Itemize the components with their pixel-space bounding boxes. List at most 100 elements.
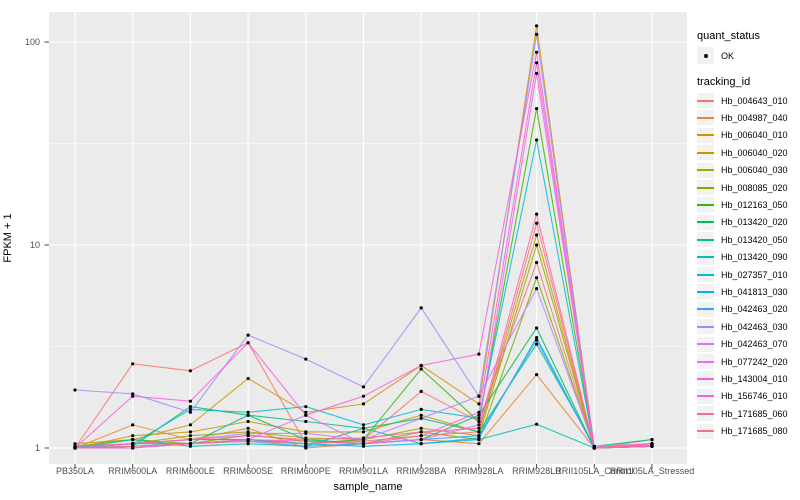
plot-panel (44, 12, 687, 469)
data-point (304, 357, 308, 361)
legend-label: Hb_171685_060 (721, 408, 788, 419)
data-point (419, 389, 423, 393)
legend-item-Hb_077242_020: Hb_077242_020 (697, 353, 788, 370)
data-point (73, 446, 77, 450)
legend-key-box (697, 267, 714, 282)
data-point (535, 287, 539, 291)
legend-key-box (697, 47, 714, 64)
data-point (650, 438, 654, 442)
data-point (304, 442, 308, 446)
legend-label: Hb_143004_010 (721, 373, 788, 384)
data-point (246, 341, 250, 345)
legend-line-swatch (697, 186, 714, 189)
data-point (477, 416, 481, 420)
legend-key-box (697, 162, 714, 178)
data-point (477, 434, 481, 438)
data-point (361, 439, 366, 443)
data-point (361, 402, 366, 406)
legend-label: Hb_156746_010 (721, 391, 788, 402)
legend-label: Hb_006040_020 (721, 147, 788, 158)
data-point (246, 419, 250, 424)
data-point (650, 443, 654, 447)
legend-line-swatch (697, 308, 714, 311)
legend-key-box (697, 180, 714, 195)
legend-item-Hb_027357_010: Hb_027357_010 (697, 266, 788, 283)
legend-line-swatch (697, 169, 714, 172)
legend-label: OK (721, 50, 735, 61)
data-point (188, 444, 192, 448)
legend-key-box (697, 93, 714, 108)
legend-item-Hb_156746_010: Hb_156746_010 (697, 388, 788, 405)
legend-label: Hb_004643_010 (721, 95, 788, 106)
data-point (188, 405, 192, 409)
data-point (535, 138, 539, 142)
legend-label: Hb_013420_050 (721, 234, 788, 245)
data-point (477, 430, 481, 434)
legend-label: Hb_013420_090 (721, 252, 788, 263)
data-point (535, 338, 539, 342)
data-point (361, 436, 366, 440)
data-point (131, 392, 135, 396)
data-point (73, 442, 77, 446)
legend-item-Hb_013420_020: Hb_013420_020 (697, 214, 788, 231)
data-point (188, 434, 192, 438)
legend-key-box (697, 197, 714, 213)
data-point (246, 439, 250, 443)
data-point (477, 410, 481, 414)
legend-label: Hb_006040_010 (721, 130, 788, 141)
data-point (535, 422, 539, 426)
data-point (131, 444, 135, 448)
legend-line-swatch (697, 395, 714, 398)
data-point (361, 444, 366, 448)
legend-item-Hb_006040_020: Hb_006040_020 (697, 144, 788, 161)
legend-label: Hb_042463_020 (721, 304, 788, 315)
data-point (246, 376, 250, 381)
legend-label: Hb_077242_020 (721, 356, 788, 367)
data-point (246, 434, 250, 438)
data-point (304, 405, 308, 409)
legend-key-box (697, 214, 714, 230)
data-point (246, 442, 250, 446)
legend-line-swatch (697, 238, 714, 241)
x-tick-label: RRII105LA_Control (555, 466, 634, 476)
data-point (419, 306, 423, 310)
data-point (477, 413, 481, 417)
legend-key-box (697, 145, 714, 161)
x-tick-label: RRIM600LE (165, 466, 215, 476)
legend-label: Hb_012163_050 (721, 199, 788, 210)
data-point (535, 373, 539, 377)
legend-label: Hb_171685_080 (721, 426, 788, 437)
legend-item-Hb_006040_010: Hb_006040_010 (697, 127, 788, 144)
legend-item-Hb_008085_020: Hb_008085_020 (697, 179, 788, 196)
legend-line-swatch (697, 221, 714, 224)
data-point (535, 233, 539, 237)
x-tick-label: RRIM600LA (108, 466, 158, 476)
data-point (535, 326, 539, 330)
legend-item-Hb_042463_070: Hb_042463_070 (697, 336, 788, 353)
data-point (535, 50, 539, 54)
data-point (477, 423, 481, 427)
legend-line-swatch (697, 290, 714, 293)
legend-key-box (697, 232, 714, 248)
legend-key-box (697, 301, 714, 317)
legend-label: Hb_004987_040 (721, 112, 788, 123)
legend-item-quant-ok: OK (697, 47, 734, 64)
legend-key-box (697, 388, 714, 404)
data-point (361, 385, 366, 389)
data-point (131, 442, 135, 446)
legend-label: Hb_041813_030 (721, 286, 788, 297)
legend-key-box (697, 249, 714, 265)
data-point (419, 363, 423, 368)
legend-line-swatch (697, 99, 714, 102)
legend-line-swatch (697, 134, 714, 137)
data-point (535, 32, 539, 36)
data-point (246, 413, 250, 417)
data-point (419, 434, 423, 438)
data-point (535, 71, 539, 75)
data-point (131, 362, 135, 366)
legend-line-swatch (697, 256, 714, 259)
data-point (131, 438, 135, 442)
x-tick-label: RRIM928BA (396, 466, 447, 476)
data-point (535, 342, 539, 346)
